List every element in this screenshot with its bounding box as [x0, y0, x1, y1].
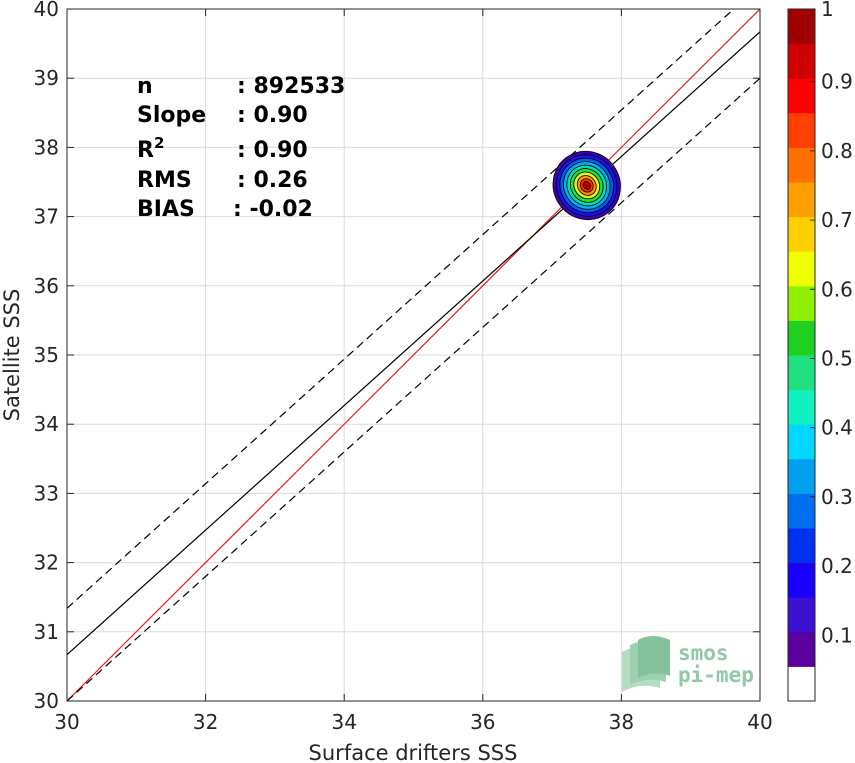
x-tick-label: 36	[470, 710, 495, 734]
colorbar-swatch	[788, 320, 815, 356]
x-axis-label: Surface drifters SSS	[309, 741, 518, 763]
logo-line1: smos	[678, 641, 729, 665]
stat-key: Slope	[137, 103, 206, 128]
x-tick-label: 32	[193, 710, 218, 734]
x-tick-label: 38	[609, 710, 634, 734]
y-axis-label: Satellite SSS	[0, 289, 24, 422]
colorbar-swatch	[788, 562, 815, 598]
colorbar-tick-label: 0.4	[821, 416, 853, 440]
colorbar-swatch	[788, 285, 815, 321]
stat-key: n	[137, 74, 153, 99]
colorbar-swatch	[788, 251, 815, 287]
colorbar-swatch	[788, 147, 815, 183]
y-tick-label: 38	[34, 135, 59, 159]
x-tick-label: 34	[331, 710, 356, 734]
colorbar-swatch	[788, 389, 815, 425]
colorbar-tick-label: 0.9	[821, 70, 853, 94]
y-tick-label: 35	[34, 343, 59, 367]
colorbar-swatch	[788, 112, 815, 148]
stat-value: : -0.02	[233, 197, 313, 222]
density-contour	[582, 181, 591, 190]
colorbar-tick-label: 1	[821, 0, 834, 21]
colorbar-tick-label: 0.8	[821, 139, 853, 163]
upper-bound-line	[67, 9, 735, 609]
y-tick-label: 40	[34, 0, 59, 21]
stat-value: : 0.90	[237, 103, 308, 128]
logo-wave-icon	[622, 636, 670, 692]
colorbar-swatch	[788, 424, 815, 460]
y-tick-label: 31	[34, 620, 59, 644]
reference-lines	[67, 9, 760, 701]
colorbar-tick-label: 0.6	[821, 277, 853, 301]
axis-ticks: 30 32 34 36 38 40 30 31 32 33 34 35 36 37 38 39 40	[34, 0, 773, 734]
colorbar-swatch	[788, 597, 815, 633]
y-tick-label: 33	[34, 481, 59, 505]
stat-value: : 892533	[237, 74, 345, 99]
colorbar-swatch	[788, 666, 815, 702]
regression-line	[67, 31, 760, 656]
density-contours	[552, 150, 621, 221]
stat-value: : 0.90	[237, 138, 308, 163]
y-tick-label: 36	[34, 274, 59, 298]
x-tick-label: 30	[54, 710, 79, 734]
colorbar-tick-label: 0.7	[821, 208, 853, 232]
colorbar-swatch	[788, 528, 815, 564]
identity-line	[67, 9, 760, 701]
colorbar-swatch	[788, 355, 815, 391]
colorbar-swatch	[788, 458, 815, 494]
stats-annotation: n : 892533 Slope : 0.90 R2 : 0.90 RMS : 0.26 BIA…	[137, 74, 345, 222]
grid	[67, 9, 760, 701]
stat-key: BIAS	[137, 197, 195, 222]
y-tick-label: 32	[34, 551, 59, 575]
stat-key: R2	[137, 134, 164, 163]
colorbar-tick-label: 0.5	[821, 346, 853, 370]
y-tick-label: 37	[34, 205, 59, 229]
colorbar-swatch	[788, 9, 815, 45]
y-tick-label: 34	[34, 412, 59, 436]
y-tick-label: 30	[34, 689, 59, 713]
stat-key: RMS	[137, 168, 192, 193]
x-tick-label: 40	[747, 710, 772, 734]
colorbar-frame	[787, 8, 816, 702]
colorbar-swatch	[788, 43, 815, 79]
colorbar-swatch	[788, 78, 815, 114]
colorbar-tick-label: 0.2	[821, 554, 853, 578]
colorbar-swatch	[788, 631, 815, 667]
colorbar-tick-label: 0.3	[821, 485, 853, 509]
colorbar-swatch	[788, 182, 815, 218]
colorbar: 0.1 0.2 0.3 0.4 0.5 0.6 0.7 0.8 0.9 1	[787, 0, 853, 702]
colorbar-swatch	[788, 216, 815, 252]
stat-value: : 0.26	[237, 168, 308, 193]
colorbar-swatch	[788, 493, 815, 529]
y-tick-label: 39	[34, 66, 59, 90]
smos-pi-mep-logo: smos pi-mep	[622, 636, 754, 692]
colorbar-tick-label: 0.1	[821, 623, 853, 647]
logo-line2: pi-mep	[678, 663, 754, 687]
